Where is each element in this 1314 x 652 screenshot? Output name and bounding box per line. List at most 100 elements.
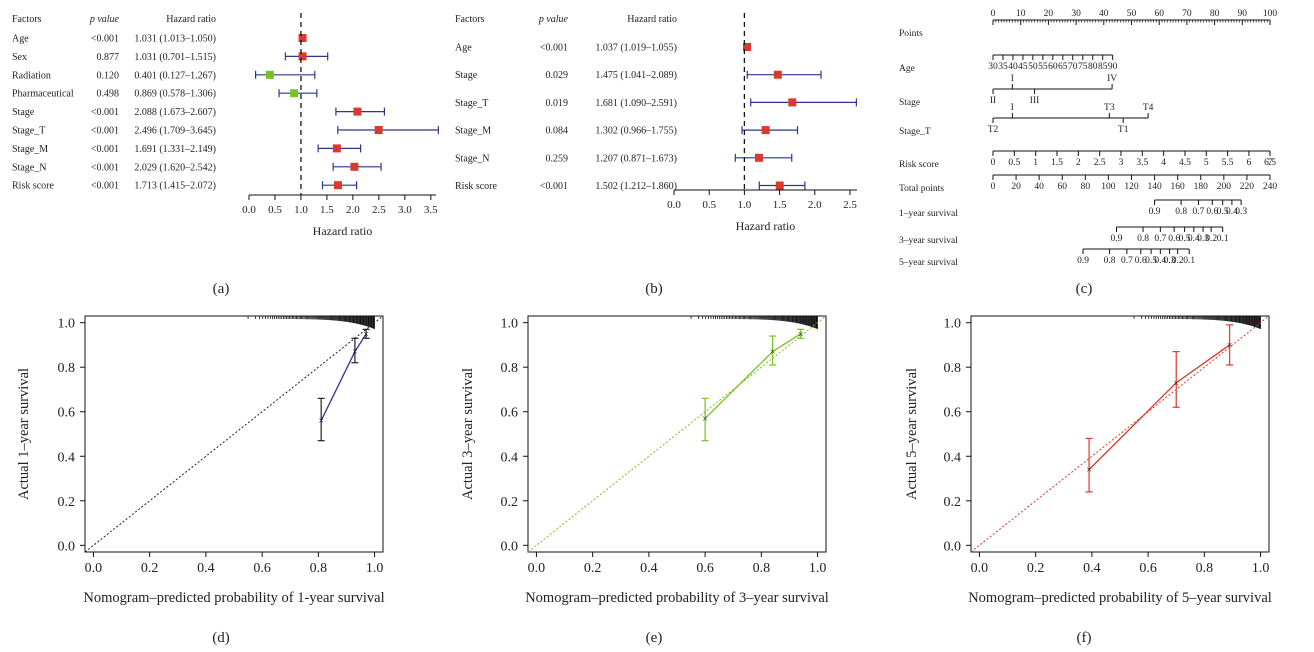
x-tick-label: 0.4 — [1083, 561, 1101, 576]
nomogram-tick-label: 0.2 — [1172, 256, 1184, 266]
x-tick-label: 0.8 — [310, 561, 328, 576]
panel-d-calibration-plot: × × × 0.0 0.2 0.4 0.6 0.8 1.0 0.0 0.2 0.4 0.6 0.8 1.0 N… — [16, 315, 385, 606]
nomogram-row-label: Risk score — [899, 160, 939, 170]
nomogram-tick-label: 0.9 — [1077, 256, 1089, 266]
ideal-diagonal-line — [84, 315, 384, 553]
nomogram-tick-label: 0.9 — [1111, 234, 1123, 244]
nomogram-tick-label: 35 — [998, 62, 1008, 72]
plot-frame — [527, 315, 827, 553]
nomogram-tick-label: 140 — [1147, 182, 1162, 192]
nomogram-tick-label: 0.8 — [1175, 207, 1187, 217]
x-axis-title: Nomogram–predicted probability of 5–year… — [968, 590, 1272, 606]
y-tick-label: 0.8 — [58, 361, 76, 376]
nomogram-tick-label: 70 — [1182, 9, 1192, 19]
factor-label: Stage_T — [12, 126, 45, 137]
nomogram-tick-label: 80 — [1081, 182, 1091, 192]
nomogram-tick-label: 2 — [1076, 158, 1081, 168]
x-tick-label: 0.6 — [1139, 561, 1157, 576]
y-tick-label: 0.2 — [58, 495, 76, 510]
hazard-ratio-value: 2.029 (1.620–2.542) — [134, 162, 216, 173]
data-point-marker: × — [798, 329, 804, 340]
hr-point — [773, 70, 782, 79]
nomogram-tick-label: 55 — [1038, 62, 1048, 72]
x-tick-label: 0.2 — [584, 561, 602, 576]
factor-label: Sex — [12, 52, 27, 63]
hazard-ratio-value: 1.475 (1.041–2.089) — [595, 70, 677, 81]
nomogram-tick-label: 0 — [991, 182, 996, 192]
p-value: <0.001 — [91, 144, 119, 155]
nomogram-tick-label: 5.5 — [1222, 158, 1234, 168]
y-tick-label: 0.0 — [944, 539, 962, 554]
x-tick-label: 0.5 — [268, 204, 282, 216]
nomogram-tick-label: 75 — [1078, 62, 1088, 72]
nomogram-tick-label: III — [1030, 96, 1040, 106]
ideal-diagonal-line — [970, 315, 1270, 553]
nomogram-tick-label: 0.6 — [1135, 256, 1147, 266]
y-tick-label: 0.6 — [58, 406, 76, 421]
hr-point — [775, 181, 784, 190]
y-tick-label: 1.0 — [58, 317, 76, 332]
hazard-ratio-value: 0.401 (0.127–1.267) — [134, 70, 216, 81]
hazard-ratio-value: 1.031 (1.013–1.050) — [134, 34, 216, 45]
nomogram-tick-label: 0.7 — [1121, 256, 1133, 266]
nomogram-tick-label: 200 — [1217, 182, 1232, 192]
nomogram-tick-label: 0.5 — [1145, 256, 1157, 266]
plot-frame — [84, 315, 384, 553]
hazard-ratio-value: 1.713 (1.415–2.072) — [134, 181, 216, 192]
x-tick-label: 0.4 — [640, 561, 658, 576]
panel-label-b: (b) — [645, 281, 663, 297]
nomogram-tick-label: 220 — [1240, 182, 1255, 192]
x-tick-label: 1.5 — [320, 204, 334, 216]
p-value: 0.498 — [97, 89, 120, 100]
hazard-ratio-value: 1.037 (1.019–1.055) — [595, 43, 677, 54]
panel-label-c: (c) — [1076, 281, 1093, 297]
nomogram-tick-label: 100 — [1263, 9, 1278, 19]
nomogram-tick-label: 40 — [1034, 182, 1044, 192]
nomogram-tick-label: 0.7 — [1193, 207, 1205, 217]
hazard-ratio-value: 1.691 (1.331–2.149) — [134, 144, 216, 155]
x-tick-label: 0.0 — [667, 199, 681, 211]
data-point-marker: × — [1227, 340, 1233, 351]
nomogram-row-label: Stage — [899, 98, 920, 108]
x-tick-label: 0.2 — [1027, 561, 1045, 576]
x-tick-label: 0.5 — [702, 199, 716, 211]
nomogram-tick-label: 2.5 — [1094, 158, 1106, 168]
x-tick-label: 3.0 — [398, 204, 412, 216]
nomogram-tick-label: 0.7 — [1154, 234, 1166, 244]
x-tick-label: 2.0 — [808, 199, 822, 211]
nomogram-tick-label: II — [990, 96, 996, 106]
nomogram-tick-label: 0.4 — [1154, 256, 1166, 266]
p-value: 0.120 — [97, 70, 120, 81]
factor-label: Age — [455, 43, 472, 54]
nomogram-tick-label: 0.9 — [1149, 207, 1161, 217]
x-tick-label: 1.0 — [738, 199, 752, 211]
header-hazard-ratio: Hazard ratio — [166, 14, 216, 25]
hr-point — [333, 181, 342, 190]
factor-label: Stage_N — [12, 162, 46, 173]
ideal-diagonal-line — [527, 315, 827, 553]
p-value: <0.001 — [91, 162, 119, 173]
data-point-marker: × — [770, 347, 776, 358]
nomogram-row-label: Stage_T — [899, 127, 931, 137]
nomogram-tick-label: 0.2 — [1205, 234, 1217, 244]
p-value: <0.001 — [91, 107, 119, 118]
hazard-ratio-value: 0.869 (0.578–1.306) — [134, 89, 216, 100]
nomogram-tick-label: 0.6 — [1168, 234, 1180, 244]
x-tick-label: 1.5 — [773, 199, 787, 211]
nomogram-row-label: Points — [899, 29, 923, 39]
factor-label: Stage_M — [455, 126, 491, 137]
factor-label: Risk score — [455, 181, 498, 192]
p-value: 0.019 — [546, 98, 569, 109]
panel-label-a: (a) — [213, 281, 230, 297]
factor-label: Stage_M — [12, 144, 48, 155]
x-tick-label: 1.0 — [294, 204, 308, 216]
nomogram-tick-label: 0.4 — [1188, 234, 1200, 244]
p-value: 0.259 — [546, 153, 569, 164]
nomogram-tick-label: 120 — [1124, 182, 1139, 192]
y-tick-label: 0.4 — [501, 450, 519, 465]
nomogram-tick-label: 0.5 — [1008, 158, 1020, 168]
data-point-marker: × — [363, 329, 369, 340]
p-value: <0.001 — [91, 181, 119, 192]
y-axis-title: Actual 3–year survival — [460, 368, 476, 500]
p-value: <0.001 — [91, 126, 119, 137]
